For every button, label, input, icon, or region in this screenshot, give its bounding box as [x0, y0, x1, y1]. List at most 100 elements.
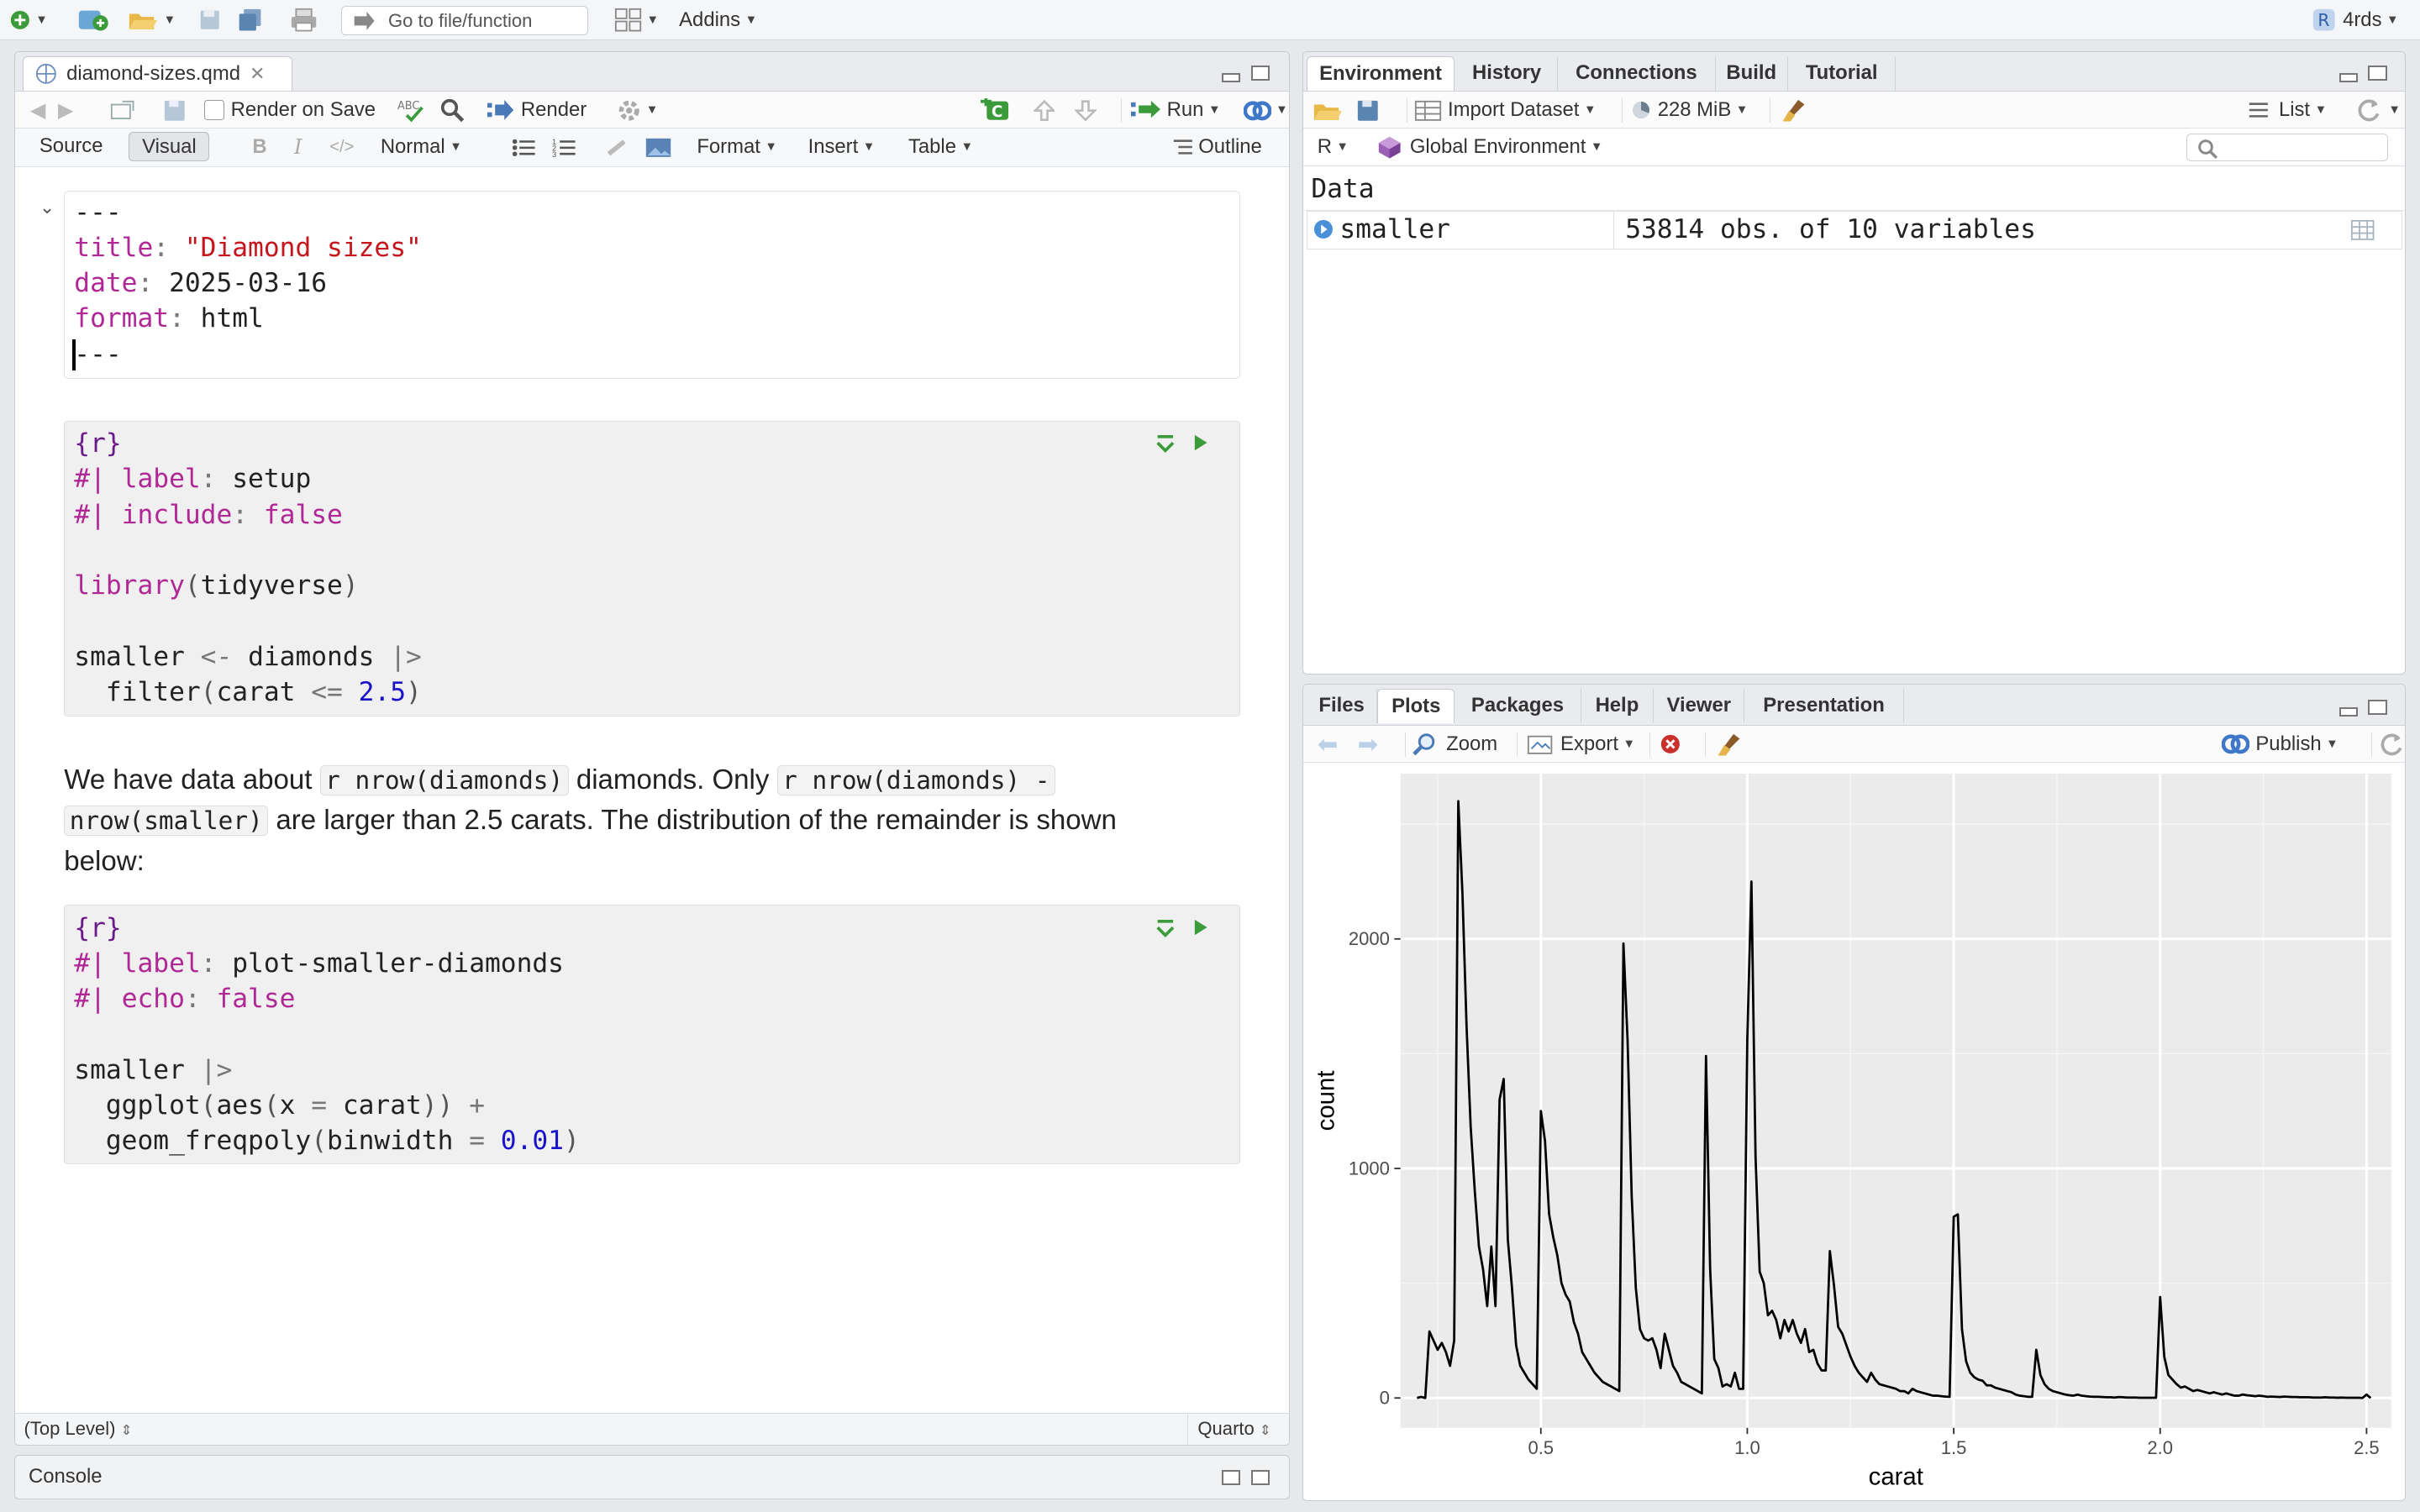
- zoom-button[interactable]: Zoom: [1405, 732, 1497, 757]
- prev-chunk-icon[interactable]: [1033, 98, 1055, 123]
- prose-paragraph[interactable]: We have data about r nrow(diamonds) diam…: [64, 760, 1191, 882]
- yaml-date-value: 2025-03-16: [169, 268, 328, 299]
- export-menu[interactable]: Export ▼: [1516, 732, 1635, 757]
- save-file-icon[interactable]: [163, 98, 187, 123]
- bold-icon[interactable]: B: [252, 135, 267, 159]
- chunk2-header: {r}: [74, 912, 122, 943]
- next-chunk-icon[interactable]: [1075, 98, 1097, 123]
- settings-menu[interactable]: ▼: [617, 98, 658, 123]
- previous-plot-icon[interactable]: ⬅: [1317, 730, 1339, 759]
- open-file-button[interactable]: ▼: [128, 8, 176, 32]
- load-workspace-icon[interactable]: [1313, 98, 1344, 123]
- render-button[interactable]: Render: [487, 98, 587, 123]
- tab-packages[interactable]: Packages: [1455, 689, 1581, 723]
- run-previous-chunks-icon[interactable]: [1155, 919, 1176, 938]
- refresh-env-icon[interactable]: ▼: [2356, 98, 2401, 123]
- remove-plot-icon[interactable]: [1649, 732, 1681, 757]
- back-icon[interactable]: ◀: [29, 98, 46, 122]
- insert-menu[interactable]: Insert ▼: [808, 135, 876, 159]
- format-menu-label: Format: [697, 135, 760, 159]
- import-dataset-menu[interactable]: Import Dataset ▼: [1407, 97, 1596, 123]
- tab-plots[interactable]: Plots: [1377, 689, 1455, 723]
- visual-mode-button[interactable]: Visual: [129, 132, 210, 161]
- save-all-button[interactable]: [236, 8, 264, 32]
- console-pane[interactable]: Console: [13, 1455, 1291, 1500]
- save-button[interactable]: [197, 8, 222, 32]
- maximize-pane-icon[interactable]: [1250, 66, 1270, 81]
- insert-chunk-button[interactable]: C: [981, 97, 1012, 123]
- refresh-plot-icon[interactable]: [2371, 732, 2403, 757]
- run-chunk-icon[interactable]: [1193, 433, 1208, 452]
- tab-viewer-label: Viewer: [1666, 694, 1732, 717]
- save-workspace-icon[interactable]: [1356, 98, 1380, 123]
- run-button[interactable]: Run ▼: [1121, 97, 1220, 123]
- restore-console-icon[interactable]: [1221, 1469, 1240, 1485]
- maximize-console-icon[interactable]: [1250, 1469, 1270, 1485]
- project-menu[interactable]: R 4rds ▼: [2312, 8, 2399, 32]
- tab-diamond-sizes[interactable]: diamond-sizes.qmd ✕: [22, 56, 293, 91]
- maximize-pane-icon[interactable]: [2368, 66, 2387, 81]
- env-row-smaller[interactable]: smaller 53814 obs. of 10 variables: [1306, 210, 2402, 249]
- environment-select[interactable]: Global Environment ▼: [1377, 135, 1602, 160]
- zoom-label: Zoom: [1446, 732, 1498, 756]
- forward-icon[interactable]: ▶: [57, 98, 74, 122]
- language-select[interactable]: R ▼: [1317, 135, 1349, 159]
- maximize-pane-icon[interactable]: [2368, 700, 2387, 716]
- code-chunk-plot[interactable]: {r} #| label: plot-smaller-diamonds #| e…: [64, 905, 1240, 1164]
- minimize-pane-icon[interactable]: [2338, 73, 2358, 83]
- new-file-button[interactable]: ▼: [9, 8, 48, 32]
- print-button[interactable]: [290, 8, 318, 32]
- addins-menu[interactable]: Addins ▼: [679, 8, 758, 31]
- find-replace-icon[interactable]: [440, 98, 465, 123]
- new-project-button[interactable]: [77, 8, 108, 32]
- render-on-save-checkbox[interactable]: Render on Save: [204, 98, 376, 123]
- tab-connections[interactable]: Connections: [1558, 56, 1716, 91]
- bullet-list-icon[interactable]: [512, 135, 536, 160]
- italic-icon[interactable]: I: [293, 135, 302, 160]
- clear-plots-icon[interactable]: [1704, 732, 1743, 757]
- tab-help[interactable]: Help: [1581, 689, 1655, 723]
- source-mode-button[interactable]: Source: [30, 134, 113, 158]
- run-chunk-icon[interactable]: [1193, 918, 1208, 937]
- workspace-panes-button[interactable]: ▼: [614, 8, 659, 32]
- tab-tutorial[interactable]: Tutorial: [1788, 56, 1897, 91]
- goto-file-input[interactable]: Go to file/function: [340, 6, 588, 36]
- run-previous-chunks-icon[interactable]: [1155, 435, 1176, 454]
- tab-environment[interactable]: Environment: [1306, 56, 1455, 91]
- minimize-pane-icon[interactable]: [2338, 707, 2358, 717]
- table-menu[interactable]: Table ▼: [908, 135, 974, 159]
- publish-menu[interactable]: ▼: [1243, 98, 1288, 123]
- expand-row-icon[interactable]: [1313, 219, 1334, 239]
- scope-indicator[interactable]: (Top Level) ⇕: [24, 1418, 133, 1440]
- yaml-header-block[interactable]: --- title: "Diamond sizes" date: 2025-03…: [64, 190, 1240, 379]
- view-mode-menu[interactable]: List ▼: [2248, 98, 2327, 123]
- tab-files[interactable]: Files: [1307, 689, 1378, 723]
- link-icon[interactable]: [604, 135, 629, 160]
- image-icon[interactable]: [644, 135, 672, 160]
- clear-workspace-icon[interactable]: [1769, 97, 1807, 123]
- chunk1-opt2-value: false: [263, 499, 343, 530]
- publish-plot-menu[interactable]: Publish ▼: [2222, 732, 2338, 757]
- text-cursor: [72, 339, 76, 370]
- format-menu[interactable]: Format ▼: [697, 135, 777, 159]
- next-plot-icon[interactable]: ➡: [1357, 730, 1379, 759]
- spellcheck-icon[interactable]: ABC: [397, 98, 429, 123]
- minimize-pane-icon[interactable]: [1221, 73, 1240, 83]
- tab-viewer[interactable]: Viewer: [1654, 689, 1745, 723]
- visual-editor[interactable]: ⌄ --- title: "Diamond sizes" date: 2025-…: [14, 169, 1290, 1413]
- show-in-window-icon[interactable]: [110, 98, 134, 123]
- close-tab-icon[interactable]: ✕: [249, 62, 266, 84]
- outline-button[interactable]: Outline: [1172, 135, 1262, 160]
- code-format-icon[interactable]: </>: [329, 137, 355, 156]
- tab-build[interactable]: Build: [1716, 56, 1788, 91]
- doc-type-indicator[interactable]: Quarto ⇕: [1187, 1413, 1271, 1445]
- view-data-icon[interactable]: [2350, 219, 2375, 241]
- code-chunk-setup[interactable]: {r} #| label: setup #| include: false li…: [64, 420, 1240, 717]
- paragraph-style-select[interactable]: Normal ▼: [380, 135, 462, 159]
- environment-search-input[interactable]: [2186, 133, 2389, 161]
- memory-usage-menu[interactable]: 228 MiB ▼: [1621, 97, 1748, 123]
- tab-history[interactable]: History: [1456, 56, 1559, 91]
- tab-presentation[interactable]: Presentation: [1744, 689, 1904, 723]
- collapse-yaml-icon[interactable]: ⌄: [39, 197, 55, 218]
